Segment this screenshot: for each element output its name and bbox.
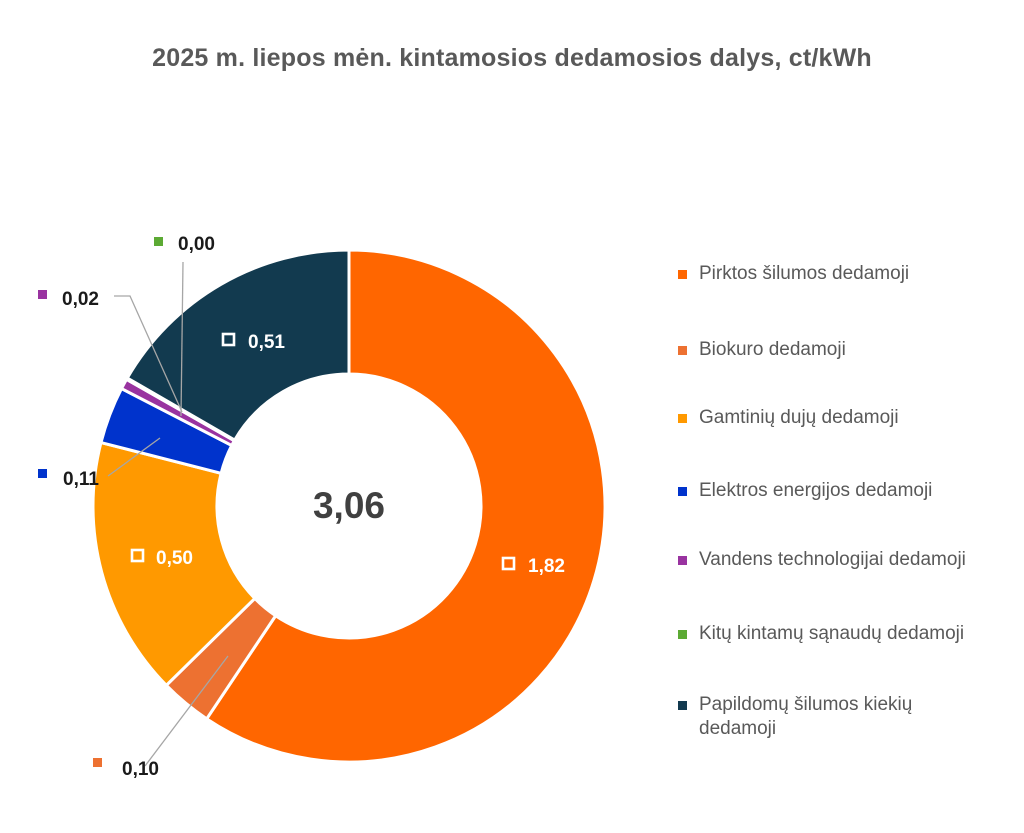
data-label-vandens-technologijai-dedamoji: 0,02 [62, 289, 99, 310]
leader-lines [107, 261, 229, 767]
data-label-papildomu-silumos-kiekiu-dedamoji: 0,51 [248, 332, 285, 353]
slice-pirktos-silumos-dedamoji [204, 248, 607, 764]
legend-label-papildomu-silumos-kiekiu-dedamoji: Papildomų šilumos kiekių dedamoji [699, 694, 913, 739]
legend-swatch-pirktos-silumos-dedamoji [678, 270, 687, 279]
legend-label-kitu-kintamu-sanaudu-dedamoji: Kitų kintamų sąnaudų dedamoji [699, 623, 965, 644]
legend-swatch-gamtiniu-duju-dedamoji [678, 414, 687, 423]
label-marker-vandens-technologijai-dedamoji [38, 290, 47, 299]
data-label-elektros-energijos-dedamoji: 0,11 [63, 469, 99, 490]
slice-papildomu-silumos-kiekiu-dedamoji [125, 248, 351, 443]
legend-swatch-elektros-energijos-dedamoji [678, 487, 687, 496]
center-total-label: 3,06 [313, 485, 385, 526]
label-marker-papildomu-silumos-kiekiu-dedamoji [221, 332, 236, 347]
data-label-biokuro-dedamoji: 0,10 [122, 759, 159, 780]
leader-line-biokuro-dedamoji [144, 655, 229, 767]
leader-line-vandens-technologijai-dedamoji [114, 295, 183, 413]
label-marker-pirktos-silumos-dedamoji [501, 556, 516, 571]
leader-line-kitu-kintamu-sanaudu-dedamoji [180, 261, 184, 417]
legend-label-biokuro-dedamoji: Biokuro dedamoji [699, 339, 846, 360]
data-label-pirktos-silumos-dedamoji: 1,82 [528, 556, 565, 577]
legend-swatch-papildomu-silumos-kiekiu-dedamoji [678, 701, 687, 710]
legend-label-vandens-technologijai-dedamoji: Vandens technologijai dedamoji [699, 549, 966, 570]
leader-line-elektros-energijos-dedamoji [107, 437, 161, 477]
chart-title: 2025 m. liepos mėn. kintamosios dedamosi… [152, 44, 872, 72]
slice-gamtiniu-duju-dedamoji [91, 440, 257, 688]
label-marker-kitu-kintamu-sanaudu-dedamoji [154, 237, 163, 246]
legend-swatch-vandens-technologijai-dedamoji [678, 556, 687, 565]
data-label-gamtiniu-duju-dedamoji: 0,50 [156, 548, 193, 569]
legend-swatch-kitu-kintamu-sanaudu-dedamoji [678, 630, 687, 639]
data-labels: 1,82 0,10 0,50 0,11 0,02 0,00 0,51 [38, 234, 565, 780]
legend-label-gamtiniu-duju-dedamoji: Gamtinių dujų dedamoji [699, 407, 899, 428]
label-marker-elektros-energijos-dedamoji [38, 469, 47, 478]
legend-swatch-biokuro-dedamoji [678, 346, 687, 355]
label-marker-gamtiniu-duju-dedamoji [130, 548, 145, 563]
legend-label-pirktos-silumos-dedamoji: Pirktos šilumos dedamoji [699, 263, 910, 284]
legend-label-elektros-energijos-dedamoji: Elektros energijos dedamoji [699, 480, 933, 501]
data-label-kitu-kintamu-sanaudu-dedamoji: 0,00 [178, 234, 215, 255]
label-marker-biokuro-dedamoji [93, 758, 102, 767]
